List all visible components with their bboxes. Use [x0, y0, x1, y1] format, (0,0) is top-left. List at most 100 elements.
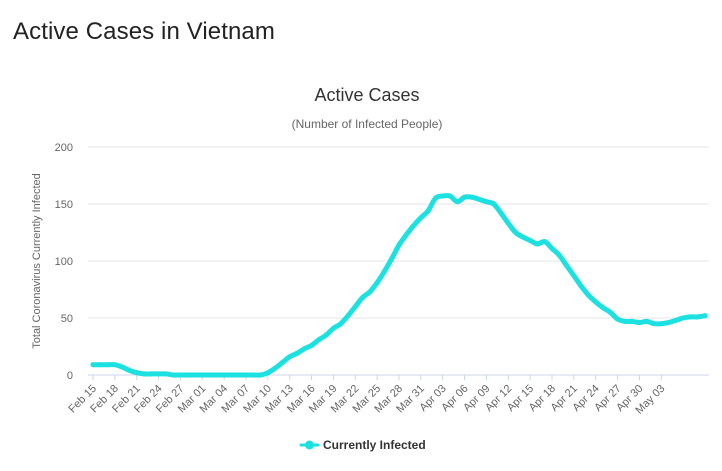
data-point[interactable] [462, 194, 468, 200]
series-line-currently-infected[interactable] [90, 192, 708, 378]
data-point[interactable] [702, 313, 708, 319]
data-point[interactable] [134, 370, 140, 376]
data-point[interactable] [600, 305, 606, 311]
data-point[interactable] [607, 309, 613, 315]
data-point[interactable] [396, 242, 402, 248]
data-point[interactable] [97, 362, 103, 368]
data-point[interactable] [156, 371, 162, 377]
data-point[interactable] [360, 295, 366, 300]
data-point[interactable] [214, 372, 220, 378]
data-point[interactable] [440, 193, 446, 199]
data-point[interactable] [513, 230, 519, 235]
data-point[interactable] [564, 263, 570, 269]
data-point[interactable] [389, 256, 395, 262]
data-point[interactable] [367, 289, 373, 295]
data-point[interactable] [447, 193, 453, 199]
data-point[interactable] [622, 318, 628, 324]
data-point[interactable] [549, 246, 555, 251]
data-point[interactable] [469, 194, 475, 200]
series-layer [90, 192, 708, 378]
data-point[interactable] [185, 372, 191, 378]
page-title: Active Cases in Vietnam [13, 18, 275, 45]
data-point[interactable] [636, 320, 642, 326]
data-point[interactable] [454, 199, 460, 205]
data-point[interactable] [534, 241, 540, 247]
y-tick-label: 50 [61, 313, 73, 325]
data-point[interactable] [338, 321, 344, 327]
data-point[interactable] [593, 299, 599, 305]
data-point[interactable] [476, 196, 482, 202]
y-axis-title: Total Coronavirus Currently Infected [31, 173, 43, 348]
data-point[interactable] [381, 268, 387, 274]
data-point[interactable] [505, 220, 511, 226]
legend[interactable]: Currently Infected [299, 438, 426, 452]
data-point[interactable] [527, 238, 533, 243]
data-point[interactable] [520, 234, 526, 240]
gridlines [88, 146, 709, 376]
data-point[interactable] [542, 239, 548, 245]
data-point[interactable] [498, 210, 504, 216]
data-point[interactable] [279, 360, 285, 365]
data-point[interactable] [148, 371, 154, 377]
data-point[interactable] [585, 292, 591, 298]
data-point[interactable] [330, 325, 336, 331]
data-point[interactable] [192, 372, 198, 378]
data-point[interactable] [374, 280, 380, 286]
data-point[interactable] [411, 223, 417, 229]
data-point[interactable] [119, 364, 125, 370]
data-point[interactable] [177, 372, 183, 378]
data-point[interactable] [112, 362, 118, 368]
data-point[interactable] [491, 201, 497, 207]
data-point[interactable] [352, 304, 358, 310]
data-point[interactable] [301, 346, 307, 352]
data-point[interactable] [432, 195, 438, 201]
data-point[interactable] [687, 314, 693, 320]
data-point[interactable] [629, 318, 635, 324]
data-point[interactable] [680, 315, 686, 321]
data-point[interactable] [615, 316, 621, 322]
data-point[interactable] [425, 208, 431, 214]
data-point[interactable] [228, 372, 234, 378]
data-point[interactable] [250, 372, 256, 378]
data-point[interactable] [141, 371, 147, 377]
data-point[interactable] [258, 372, 264, 378]
chart-title: Active Cases [314, 85, 419, 105]
data-point[interactable] [658, 321, 664, 327]
data-point[interactable] [294, 350, 300, 356]
legend-label-currently-infected: Currently Infected [323, 438, 426, 452]
data-point[interactable] [695, 314, 701, 320]
data-point[interactable] [316, 337, 322, 343]
data-point[interactable] [163, 371, 169, 377]
data-point[interactable] [556, 252, 562, 258]
data-point[interactable] [309, 342, 315, 348]
y-axis: 0 50 100 150 200 [55, 142, 73, 382]
data-point[interactable] [418, 215, 424, 221]
data-point[interactable] [243, 372, 249, 378]
data-point[interactable] [403, 232, 409, 238]
data-point[interactable] [265, 370, 271, 376]
data-point[interactable] [236, 372, 242, 378]
data-point[interactable] [199, 372, 205, 378]
data-point[interactable] [666, 320, 672, 326]
data-point[interactable] [90, 362, 96, 368]
y-tick-label: 150 [55, 199, 73, 211]
y-tick-label: 100 [55, 256, 73, 268]
data-point[interactable] [126, 367, 132, 373]
data-point[interactable] [644, 318, 650, 324]
data-point[interactable] [571, 273, 577, 279]
data-point[interactable] [651, 321, 657, 327]
data-point[interactable] [578, 283, 584, 289]
data-point[interactable] [221, 372, 227, 378]
data-point[interactable] [323, 332, 329, 338]
data-point[interactable] [673, 317, 679, 323]
data-point[interactable] [287, 354, 293, 360]
legend-swatch-marker [305, 440, 314, 450]
data-point[interactable] [105, 362, 111, 368]
data-point[interactable] [483, 199, 489, 205]
data-point[interactable] [170, 372, 176, 378]
data-point[interactable] [207, 372, 213, 378]
data-point[interactable] [272, 365, 278, 371]
data-point[interactable] [345, 313, 351, 319]
